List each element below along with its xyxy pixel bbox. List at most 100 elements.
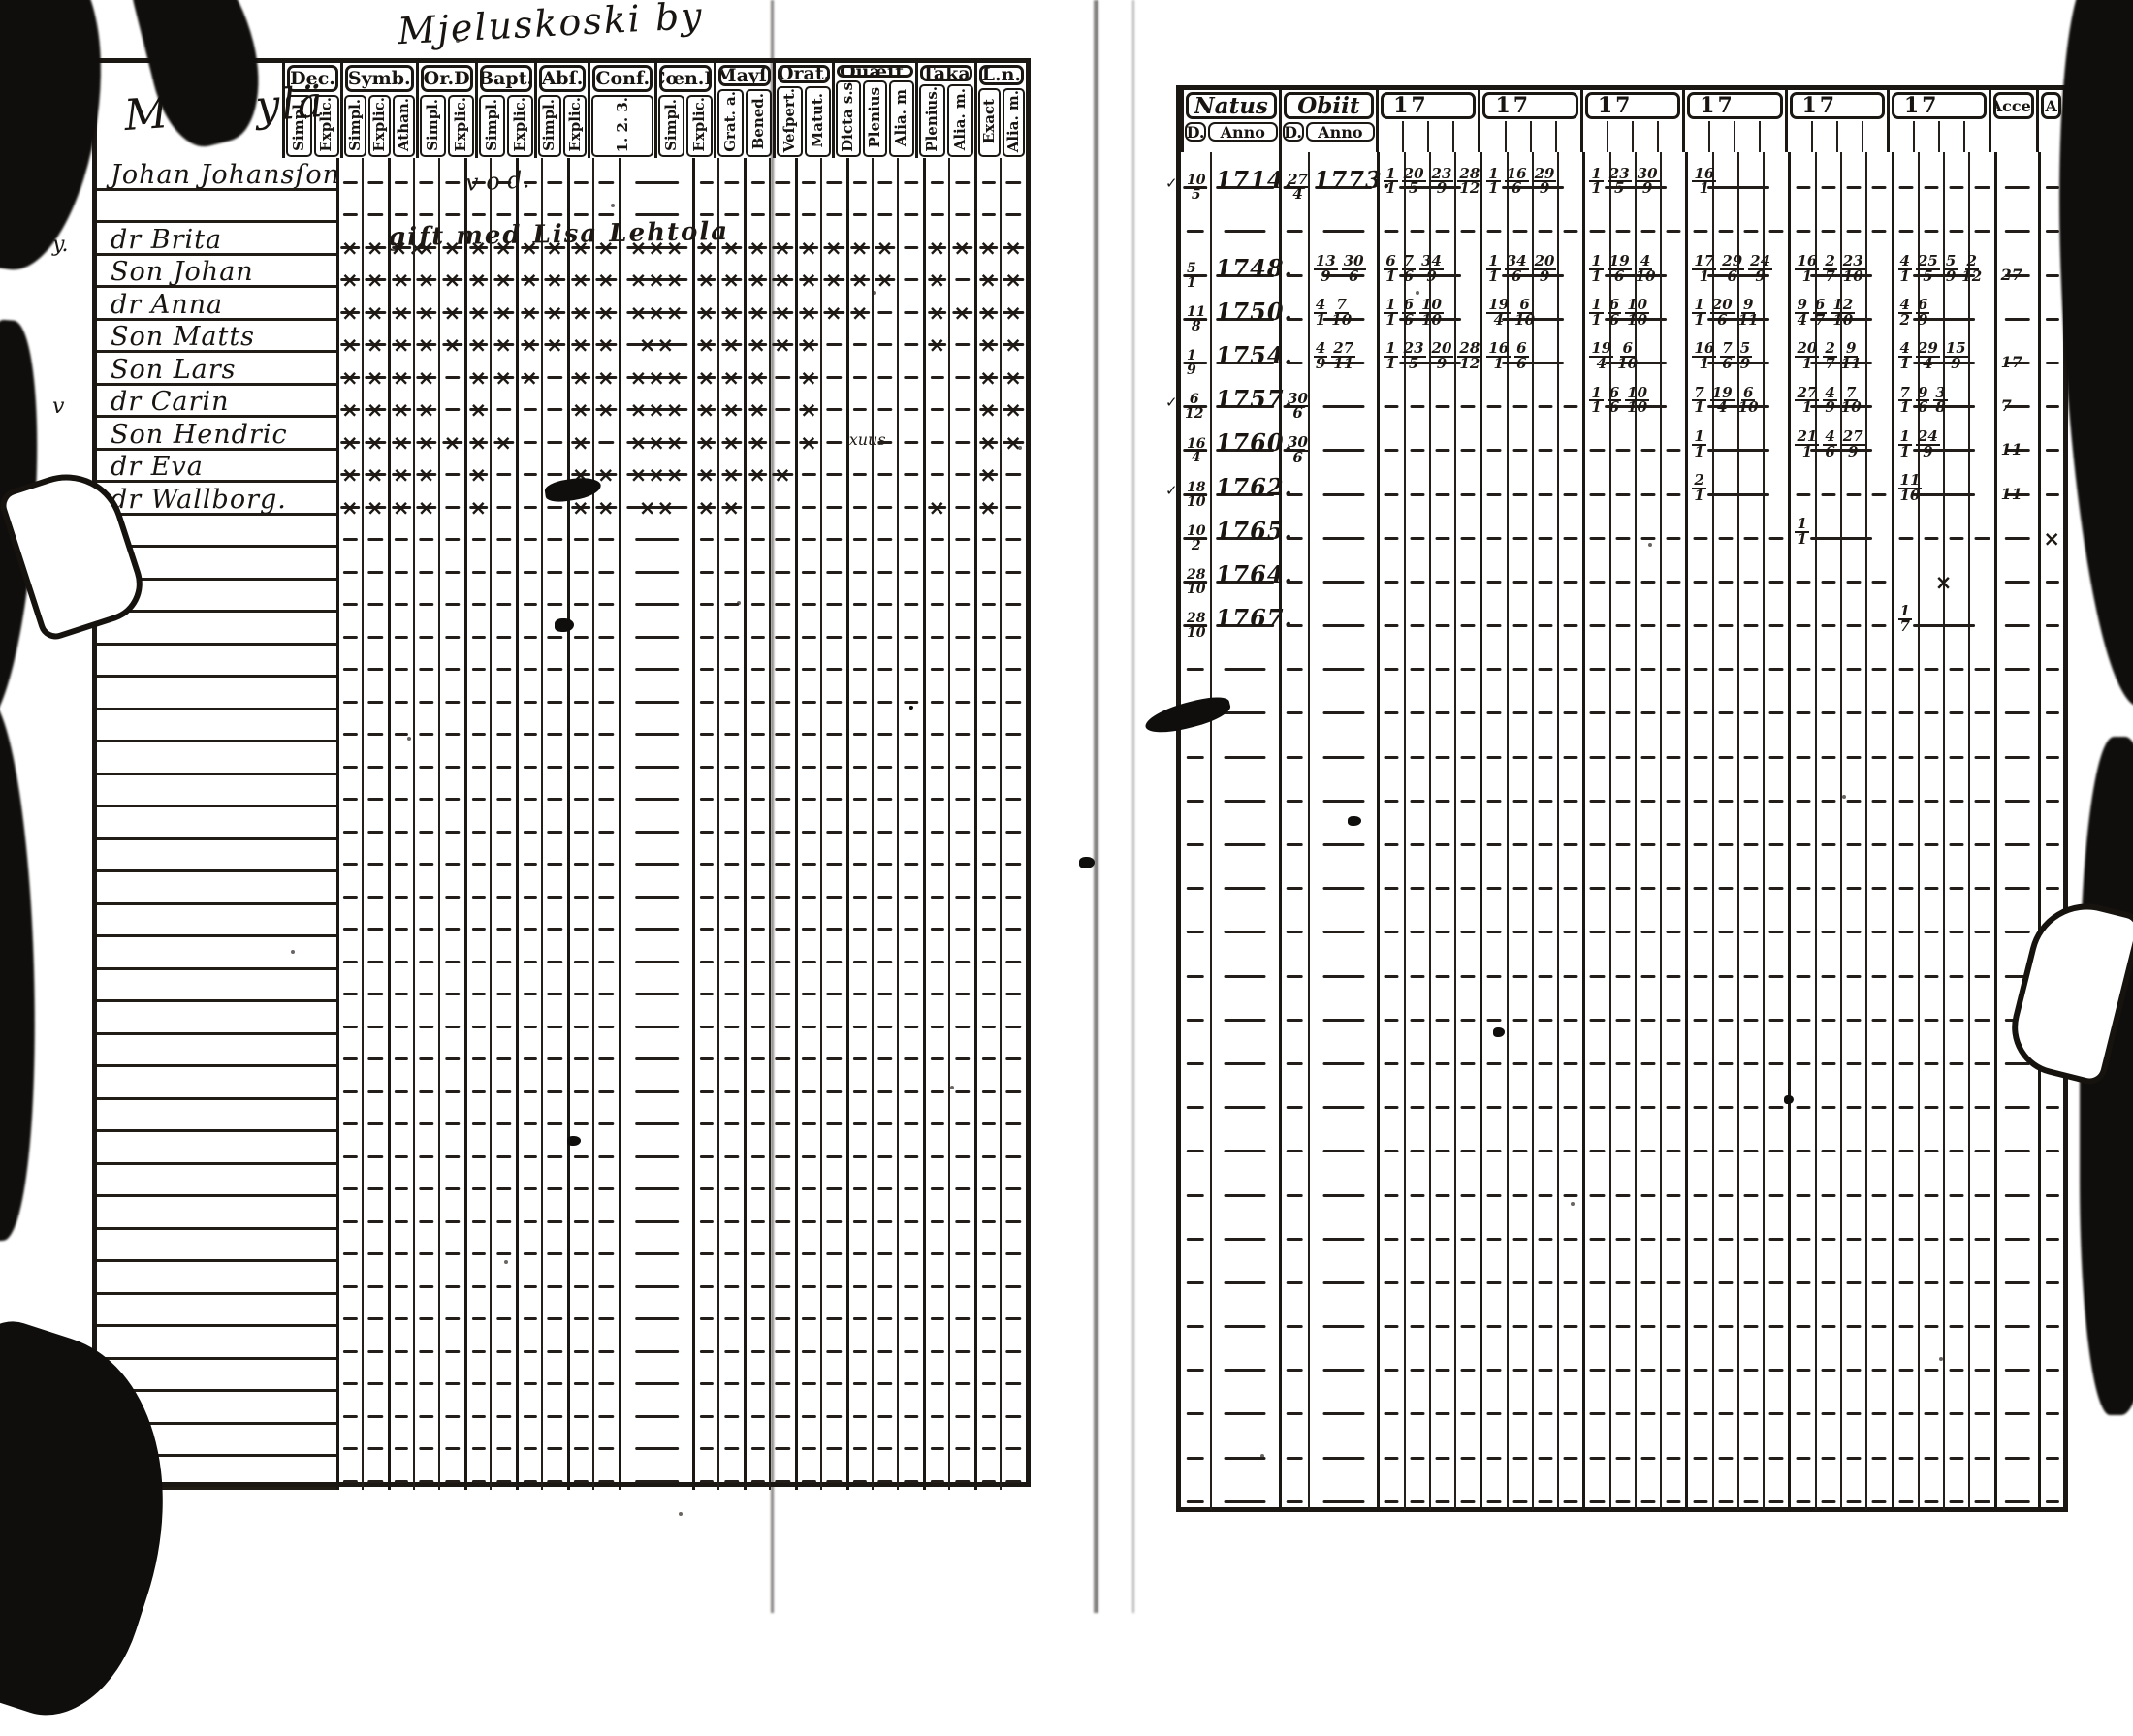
- row-rule-dash: [471, 668, 486, 671]
- row-rule-dash: [723, 538, 740, 541]
- mark-cell: [618, 872, 693, 905]
- subcolumn-header: Plenius: [862, 80, 888, 157]
- row-rule-dash: [523, 1187, 537, 1190]
- row-rule-dash: [954, 928, 971, 931]
- communion-cross-marks: ×: [774, 236, 792, 260]
- row-rule-dash: [1768, 1369, 1784, 1373]
- communion-cross-marks: ×: [521, 268, 539, 292]
- year-lane-cell: [1660, 415, 1685, 459]
- year-lane-cell: [1814, 1335, 1840, 1379]
- year-lane-cell: [1531, 196, 1557, 240]
- subcolumn-header-label: Simpl.: [482, 98, 500, 151]
- mark-cell: [591, 190, 619, 223]
- natus-day-cell: [1181, 940, 1210, 984]
- row-rule-dash: [1898, 1150, 1914, 1153]
- year-lane-cell: [1791, 590, 1814, 634]
- row-rule-dash: [750, 1089, 765, 1093]
- obiit-day-cell: [1279, 1247, 1308, 1291]
- row-rule-dash: [1640, 799, 1656, 803]
- mark-cell: [1000, 1002, 1026, 1035]
- row-rule-dash: [775, 375, 791, 379]
- year-lane-cell: [1736, 1027, 1763, 1072]
- table-row: Son Lars × × × × × × × × × ××× × × × × × ×: [97, 353, 1026, 388]
- mark-cell: [692, 774, 717, 807]
- mark-cell: [948, 190, 974, 223]
- year-lane-cell: [1482, 678, 1506, 721]
- row-rule-dash: [1949, 1369, 1964, 1373]
- row-rule-line: [799, 245, 819, 249]
- mark-cell: [948, 418, 974, 451]
- row-rule-dash: [1718, 1150, 1734, 1153]
- mark-cell: [591, 1034, 619, 1067]
- row-rule-dash: [1693, 843, 1708, 846]
- row-rule-dash: [1743, 536, 1759, 540]
- row-rule-dash: [1224, 799, 1266, 803]
- row-rule-dash: [750, 1122, 765, 1125]
- year-lane-cell: [1608, 984, 1635, 1028]
- year-lanes: [1894, 1159, 1994, 1204]
- communion-cross-marks: ×: [697, 495, 716, 520]
- row-rule-dash: [419, 1154, 434, 1158]
- row-rule-dash: [1186, 1106, 1205, 1110]
- mark-cell: ×: [566, 483, 592, 518]
- year-data-cell: [1891, 502, 1994, 547]
- year-lane-cell: [1380, 678, 1403, 721]
- row-rule-dash: [1693, 1061, 1708, 1065]
- mark-cell: [923, 515, 948, 548]
- row-rule-dash: [367, 863, 383, 866]
- row-rule-dash: [343, 798, 358, 801]
- row-rule-line: [493, 343, 515, 346]
- mark-cell: [464, 1392, 490, 1425]
- row-rule-dash: [1287, 711, 1303, 715]
- mark-cell: [618, 1132, 693, 1165]
- abiit-cell: [2038, 1466, 2063, 1510]
- mark-cell: [897, 969, 923, 1002]
- year-lane-cell: [1763, 634, 1788, 679]
- row-rule-dash: [367, 1349, 383, 1353]
- row-rule-dash: [523, 765, 537, 769]
- row-rule-dash: [1224, 1280, 1266, 1284]
- year-column-1: 17: [1376, 90, 1478, 152]
- row-rule-dash: [634, 960, 680, 963]
- row-rule-dash: [471, 1414, 486, 1418]
- mark-cell: ×: [692, 320, 717, 356]
- mark-cell: [819, 320, 846, 353]
- mark-cell: [566, 969, 592, 1002]
- year-data-cell: [1788, 634, 1891, 679]
- row-rule-dash: [1640, 1412, 1656, 1416]
- row-rule-dash: [1666, 1369, 1681, 1373]
- year-lane-cell: [1531, 897, 1557, 941]
- row-rule-dash: [1512, 1325, 1528, 1329]
- row-rule-dash: [750, 505, 765, 509]
- year-lane-cell: [1531, 1466, 1557, 1510]
- year-data-cell: [1582, 546, 1685, 590]
- row-rule-dash: [2045, 492, 2059, 496]
- mark-cell: [1000, 1424, 1026, 1457]
- subheader-anno: Anno: [1305, 122, 1376, 142]
- year-data-cell: [1788, 853, 1891, 898]
- year-data-cell: 4 1 29 4 15 9: [1891, 327, 1994, 371]
- row-rule-dash: [853, 1382, 868, 1385]
- year-lane-cell: [1585, 1204, 1608, 1247]
- mark-cell: [769, 1132, 795, 1165]
- table-row: [97, 613, 1026, 646]
- row-rule-dash: [1384, 1456, 1399, 1460]
- row-rule-line: [696, 505, 716, 509]
- day-month-fraction: 19 4: [1589, 341, 1614, 371]
- mark-cell: [335, 158, 362, 191]
- row-rule-dash: [574, 213, 589, 216]
- day-month-fraction: 16 6: [1504, 166, 1529, 197]
- row-rule-dash: [1512, 1456, 1528, 1460]
- mark-cell: ×: [361, 223, 388, 258]
- row-rule-dash: [1615, 1106, 1631, 1110]
- mark-cell: [717, 839, 744, 872]
- mark-cell: [591, 742, 619, 775]
- row-rule-dash: [1949, 1106, 1964, 1110]
- mark-cell: [566, 904, 592, 937]
- row-rule-dash: [1005, 1447, 1022, 1450]
- mark-cell: [871, 1359, 898, 1392]
- year-lanes: [1791, 940, 1891, 985]
- year-lane-cell: [1557, 897, 1582, 941]
- year-lane-cell: [1840, 589, 1865, 635]
